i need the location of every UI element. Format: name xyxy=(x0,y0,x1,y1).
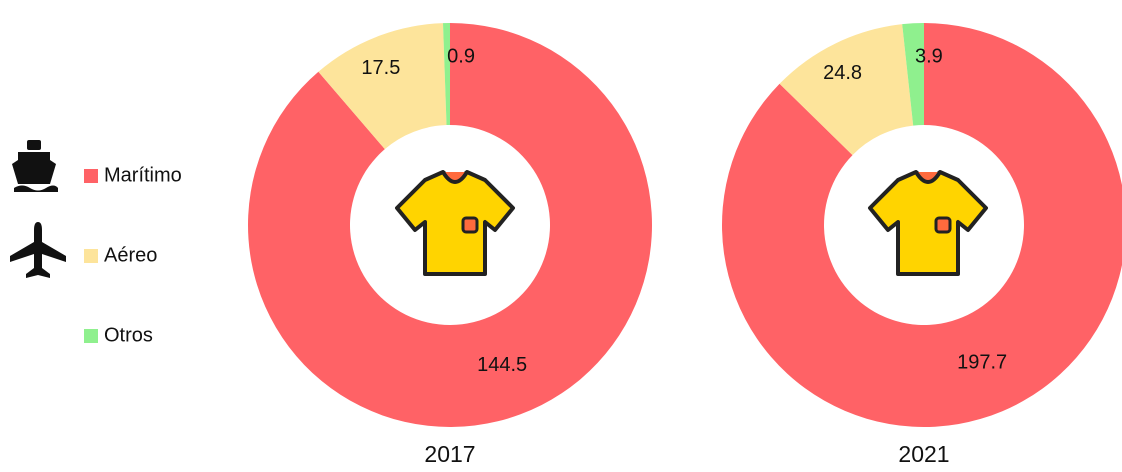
donut-slice xyxy=(722,23,1122,427)
donut-slice xyxy=(902,23,924,126)
data-label: 197.7 xyxy=(957,352,1007,374)
data-label: 3.9 xyxy=(915,46,943,68)
legend-swatch xyxy=(84,329,98,343)
legend: Marítimo Aéreo Otros xyxy=(84,164,182,346)
donut-slice xyxy=(442,23,450,126)
chart-title: 2021 xyxy=(898,441,949,467)
plane-icon xyxy=(10,222,66,278)
data-label: 24.8 xyxy=(823,62,862,84)
ship-icon xyxy=(12,140,58,192)
legend-swatch xyxy=(84,169,98,183)
legend-label: Otros xyxy=(104,324,153,346)
legend-swatch xyxy=(84,249,98,263)
chart-title: 2017 xyxy=(424,441,475,467)
shirt-icon xyxy=(868,170,988,276)
donut-slice xyxy=(318,23,447,150)
shirt-icon xyxy=(395,170,515,276)
legend-label: Marítimo xyxy=(104,164,182,186)
donut-slice xyxy=(247,23,652,428)
data-label: 0.9 xyxy=(447,45,475,67)
donut-slice xyxy=(779,24,914,156)
legend-label: Aéreo xyxy=(104,244,157,266)
data-label: 144.5 xyxy=(477,354,527,376)
data-label: 17.5 xyxy=(361,57,400,79)
